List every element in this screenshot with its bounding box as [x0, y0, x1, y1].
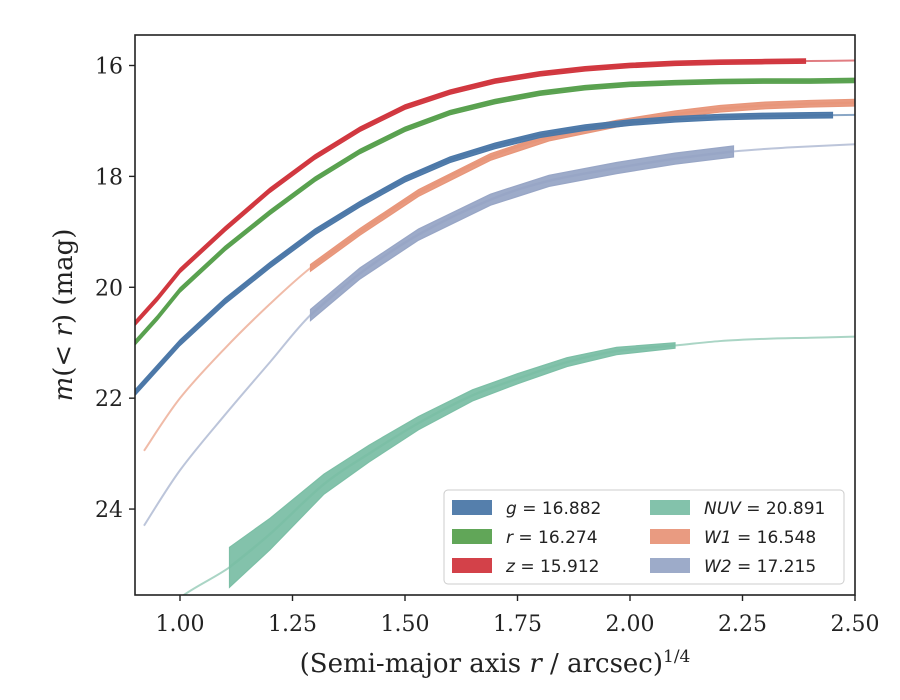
curve-measured-r	[135, 79, 855, 344]
legend-label-g: g = 16.882	[506, 499, 601, 519]
legend-label-z: z = 15.912	[505, 557, 599, 577]
curve-measured-w2	[309, 150, 734, 316]
curve-band-w2	[309, 145, 735, 322]
x-tick-label-2: 1.50	[381, 612, 430, 637]
curve-measured-nuv	[228, 344, 676, 569]
legend-label-w2: W2 = 17.215	[704, 557, 816, 577]
y-tick-label-4: 24	[95, 498, 123, 523]
x-tick-label-0: 1.00	[156, 612, 205, 637]
x-axis-label: (Semi-major axis r / arcsec)1/4	[300, 647, 691, 679]
x-tick-label-3: 1.75	[493, 612, 542, 637]
legend-swatch-w2	[650, 558, 690, 573]
curve-band-nuv	[228, 342, 676, 589]
y-tick-label-3: 22	[95, 387, 123, 412]
curve-measured-g	[135, 113, 833, 394]
axes-layer: 1.00 1.25 1.50 1.75 2.00 2.25 2.50 16 18 20 22 24	[95, 54, 879, 637]
x-tick-label-4: 2.00	[606, 612, 655, 637]
y-tick-label-1: 18	[95, 165, 123, 190]
x-tick-label-6: 2.50	[831, 612, 880, 637]
plot-frame	[134, 34, 856, 596]
x-tick-label-1: 1.25	[268, 612, 317, 637]
curve-band-g	[135, 111, 834, 397]
curve-measured-z	[135, 59, 806, 325]
legend-label-nuv: NUV = 20.891	[704, 499, 825, 519]
legend-swatch-w1	[650, 529, 690, 544]
y-tick-label-0: 16	[95, 54, 123, 79]
legend-box	[443, 489, 845, 585]
legend-label-w1: W1 = 16.548	[704, 528, 816, 548]
legend-swatch-r	[452, 529, 492, 544]
x-tick-label-5: 2.25	[718, 612, 767, 637]
legend: g = 16.882 r = 16.274 z = 15.912 NUV = 20.8…	[443, 489, 845, 585]
legend-label-r: r = 16.274	[506, 528, 598, 548]
legend-swatch-g	[452, 500, 492, 515]
curve-band-r	[135, 77, 855, 346]
y-tick-label-2: 20	[95, 276, 123, 301]
curves-layer	[135, 58, 855, 595]
legend-swatch-nuv	[650, 500, 690, 515]
legend-swatch-z	[452, 558, 492, 573]
y-axis-label: m(< r) (mag)	[49, 229, 79, 402]
